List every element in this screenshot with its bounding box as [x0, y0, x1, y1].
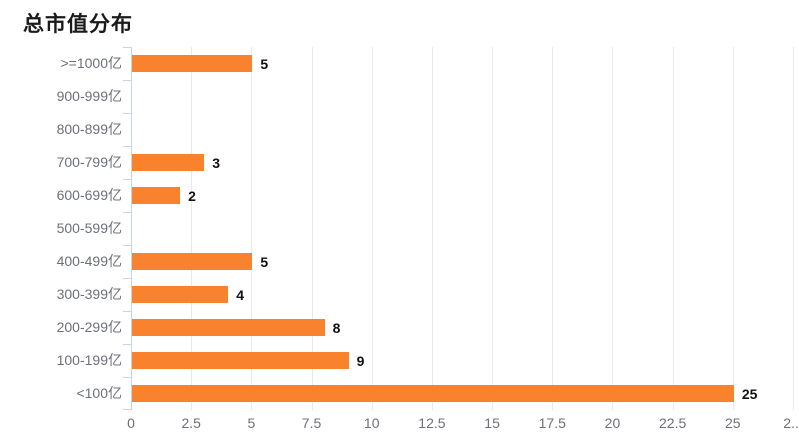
- grid-line-x: [672, 47, 674, 410]
- y-axis-tick: [123, 146, 132, 147]
- y-axis-tick: [123, 179, 132, 180]
- grid-line-x: [371, 47, 373, 410]
- x-axis-label: 25: [725, 415, 741, 431]
- x-axis-label: 20: [604, 415, 621, 431]
- bar-value-label: 5: [260, 253, 269, 270]
- x-axis-label: 10: [363, 415, 380, 431]
- grid-line-x: [552, 47, 554, 410]
- grid-line-x: [191, 47, 193, 410]
- bar[interactable]: [132, 385, 734, 402]
- y-axis-tick: [123, 212, 132, 213]
- bar[interactable]: [132, 187, 181, 204]
- grid-line-x: [311, 47, 313, 410]
- y-axis-tick: [123, 409, 132, 410]
- bar[interactable]: [132, 352, 349, 369]
- y-axis-label: 300-399亿: [56, 286, 122, 302]
- bar-value-label: 3: [212, 154, 220, 171]
- bar-value-label: 5: [260, 55, 269, 72]
- y-axis-tick: [123, 80, 132, 81]
- grid-line-x: [793, 47, 794, 410]
- grid-line-x: [492, 47, 494, 410]
- bar-value-label: 25: [741, 385, 758, 402]
- x-axis-label: 15: [484, 415, 500, 431]
- y-axis-label: 200-299亿: [56, 319, 122, 335]
- y-axis-tick: [123, 311, 132, 312]
- x-axis-label: 7.5: [301, 415, 322, 431]
- y-axis-tick: [123, 245, 132, 246]
- grid-line-x: [431, 47, 433, 410]
- x-axis-label: 12.5: [418, 415, 446, 431]
- y-axis-label: 800-899亿: [56, 121, 122, 137]
- y-axis-tick: [123, 344, 132, 345]
- bar[interactable]: [132, 154, 205, 171]
- x-axis-label: 17.5: [538, 415, 566, 431]
- grid-line-x: [732, 47, 734, 410]
- x-axis-label: 0: [127, 415, 135, 431]
- bar[interactable]: [132, 319, 325, 336]
- bar-value-label: 8: [332, 319, 341, 336]
- chart-title: 总市值分布: [23, 13, 133, 36]
- grid-line-x: [251, 47, 253, 410]
- y-axis-tick: [123, 113, 132, 114]
- bar-value-label: 9: [356, 352, 365, 369]
- y-axis-label: >=1000亿: [60, 55, 123, 71]
- y-axis-label: 900-999亿: [56, 88, 122, 104]
- x-axis-label: 5: [247, 415, 256, 431]
- bar[interactable]: [132, 286, 229, 303]
- y-axis-label: 100-199亿: [56, 352, 122, 368]
- x-axis-label: 22.5: [659, 415, 687, 431]
- bar-value-label: 2: [188, 187, 196, 204]
- y-axis-tick: [123, 377, 132, 378]
- y-axis-tick: [123, 278, 132, 279]
- y-axis-label: 600-699亿: [56, 187, 122, 203]
- plot-area: 5 3 2 5 4 8 9 25: [123, 47, 794, 410]
- bar-value-label: 4: [236, 286, 245, 303]
- y-axis-label: 500-599亿: [56, 220, 122, 236]
- grid-line-x: [612, 47, 614, 410]
- y-axis-label: <100亿: [76, 385, 122, 401]
- bar[interactable]: [132, 253, 253, 270]
- y-axis-tick: [123, 47, 132, 48]
- x-axis-label: 2...: [783, 415, 799, 431]
- x-axis-label: 2.5: [181, 415, 201, 431]
- bar[interactable]: [132, 55, 253, 72]
- y-axis-label: 400-499亿: [56, 253, 122, 269]
- y-axis-label: 700-799亿: [56, 154, 122, 170]
